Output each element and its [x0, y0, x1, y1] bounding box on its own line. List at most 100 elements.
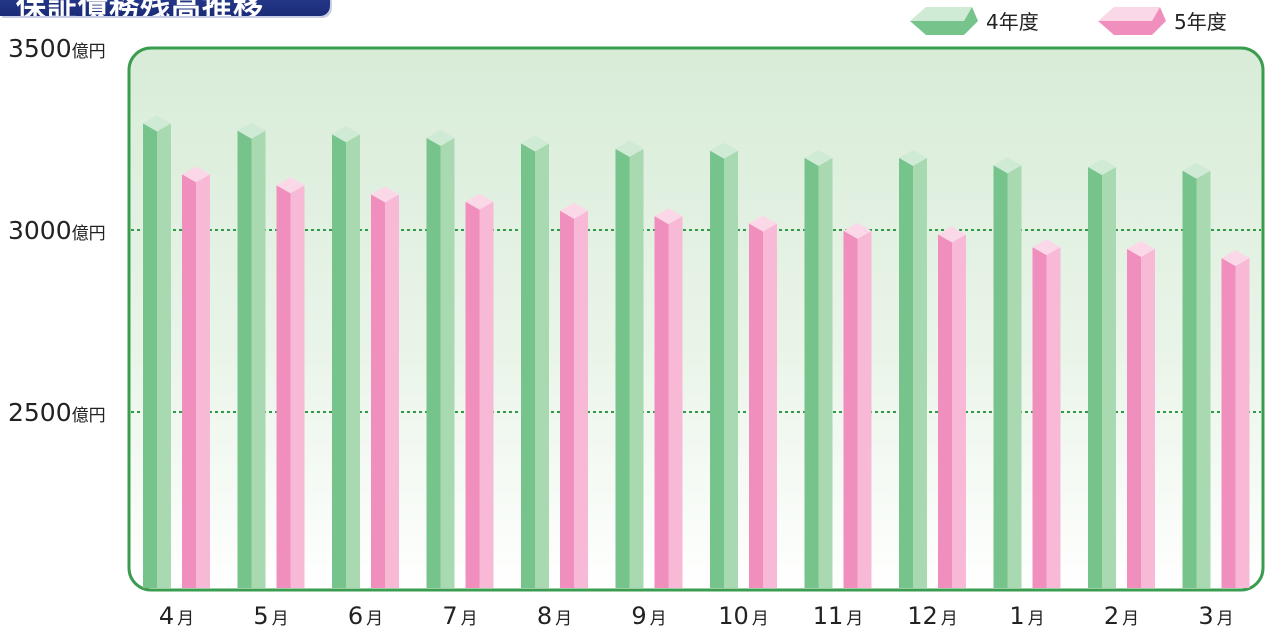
bar-side — [1235, 258, 1250, 588]
bar-top — [143, 115, 171, 132]
bar-side — [1102, 167, 1116, 588]
bar-series-a-12 — [1182, 162, 1211, 588]
bar-series-b-8 — [843, 222, 872, 588]
bar-series-b-1 — [182, 166, 210, 589]
bar-series-b-12 — [1221, 250, 1250, 588]
bar-face — [993, 165, 1008, 588]
x-tick-unit: 月 — [272, 609, 289, 629]
bar-side — [1196, 170, 1211, 588]
bar-top — [560, 202, 588, 219]
x-tick-unit: 月 — [366, 609, 383, 629]
bar-side — [479, 201, 494, 588]
x-tick-unit: 月 — [1217, 609, 1234, 629]
bar-top — [426, 129, 455, 146]
bar-top — [465, 193, 494, 210]
bar-series-a-9 — [899, 149, 927, 589]
bar-face — [237, 130, 252, 588]
bar-face — [332, 134, 346, 588]
legend-label-series-a: 4年度 — [986, 10, 1039, 34]
bar-series-b-11 — [1127, 240, 1155, 589]
y-tick-label-2500: 2500億円 — [8, 398, 106, 427]
legend-swatch-top — [1098, 7, 1160, 21]
bar-series-b-6 — [654, 208, 683, 588]
bar-face — [710, 150, 724, 588]
bar-top — [710, 142, 738, 159]
bar-series-a-5 — [521, 135, 549, 589]
bar-face — [143, 123, 157, 588]
bar-top — [615, 140, 644, 157]
bar-series-b-5 — [560, 202, 588, 588]
bar-face — [804, 157, 819, 589]
bar-side — [385, 194, 399, 588]
bar-face — [560, 210, 574, 588]
x-tick-unit: 月 — [846, 609, 863, 629]
legend-swatch-bottom — [910, 21, 978, 35]
legend-swatch-top — [910, 7, 972, 21]
bar-face — [371, 194, 385, 588]
y-tick-unit: 億円 — [72, 406, 106, 426]
bar-series-a-10 — [993, 157, 1022, 588]
bar-side — [157, 123, 171, 588]
bar-face — [426, 137, 441, 588]
bar-top — [843, 222, 872, 239]
gridlines — [131, 229, 1261, 413]
bar-top — [1221, 250, 1250, 267]
bar-face — [1032, 247, 1047, 588]
bar-side — [857, 230, 872, 588]
bar-top — [521, 135, 549, 152]
bar-face — [521, 143, 535, 589]
bar-top — [749, 215, 777, 232]
bar-top — [371, 186, 399, 203]
bar-face — [276, 185, 291, 588]
chart-title-tab: 保証債務残高推移 — [0, 0, 330, 16]
bar-top — [1182, 162, 1211, 179]
bar-top — [276, 177, 305, 194]
y-tick-label-3000: 3000億円 — [8, 216, 106, 245]
legend: 4年度 5年度 — [910, 7, 1227, 35]
bar-series-a-4 — [426, 129, 455, 588]
bar-face — [654, 216, 669, 588]
bar-side — [763, 223, 777, 588]
bar-series-a-7 — [710, 142, 738, 588]
bar-face — [843, 230, 858, 588]
y-tick-unit: 億円 — [72, 224, 106, 244]
bar-series-a-8 — [804, 149, 833, 589]
bar-top — [938, 226, 966, 243]
bar-face — [1088, 167, 1102, 588]
bar-top — [804, 149, 833, 166]
bar-side — [251, 130, 266, 588]
bar-side — [913, 157, 927, 589]
bar-side — [440, 137, 455, 588]
bar-side — [818, 157, 833, 589]
legend-swatch-tip — [964, 7, 978, 21]
x-tick-unit: 月 — [941, 609, 958, 629]
bar-side — [574, 210, 588, 588]
bar-face — [1182, 170, 1197, 588]
bar-side — [629, 148, 644, 588]
legend-item-series-a: 4年度 — [910, 7, 1039, 35]
bar-top — [332, 126, 360, 143]
bar-side — [1007, 165, 1022, 588]
bars — [143, 115, 1250, 589]
x-tick-unit: 月 — [555, 609, 572, 629]
bar-top — [237, 122, 266, 139]
bar-series-b-4 — [465, 193, 494, 588]
bar-side — [1046, 247, 1061, 588]
bar-series-a-11 — [1088, 159, 1116, 588]
plot-area — [127, 46, 1265, 592]
x-tick-unit: 月 — [752, 609, 769, 629]
y-tick-label-3500: 3500億円 — [8, 34, 106, 63]
bar-side — [290, 185, 305, 588]
x-tick-unit: 月 — [1122, 609, 1139, 629]
bar-face — [465, 201, 480, 588]
bar-side — [1141, 248, 1155, 589]
